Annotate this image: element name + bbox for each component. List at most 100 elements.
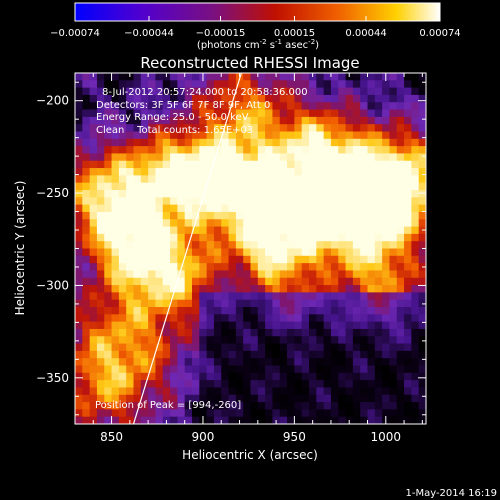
heatmap-cell [330,197,339,206]
heatmap-cell [316,211,325,220]
heatmap-cell [374,226,383,235]
heatmap-cell [330,80,339,89]
heatmap-cell [352,190,361,198]
heatmap-cell [418,80,426,89]
heatmap-cell [118,226,127,235]
heatmap-cell [104,233,113,242]
heatmap-cell [148,102,157,111]
heatmap-cell [162,233,171,242]
heatmap-cell [345,182,354,191]
heatmap-cell [133,285,142,293]
heatmap-cell [418,109,426,118]
heatmap-cell [396,416,405,424]
heatmap-cell [411,336,420,345]
heatmap-cell [184,109,193,118]
heatmap-cell [75,197,83,206]
heatmap-cell [389,416,398,424]
heatmap-cell [330,299,339,308]
heatmap-cell [301,116,310,125]
heatmap-cell [250,116,259,125]
heatmap-cell [228,116,237,125]
heatmap-cell [389,102,398,111]
heatmap-cell [323,190,332,198]
heatmap-cell [148,204,157,213]
heatmap-cell [330,226,339,235]
heatmap-cell [148,116,157,125]
heatmap-cell [118,328,127,337]
heatmap-cell [133,292,142,301]
heatmap-cell [272,219,281,228]
heatmap-cell [411,343,420,352]
heatmap-cell [272,233,281,242]
heatmap-cell [352,182,361,191]
heatmap-cell [352,146,361,155]
heatmap-cell [213,321,222,330]
heatmap-cell [330,138,339,147]
heatmap-cell [287,292,295,301]
heatmap-cell [360,380,369,389]
heatmap-cell [177,233,186,242]
heatmap-cell [316,394,325,403]
heatmap-cell [213,328,222,337]
heatmap-cell [221,299,230,308]
heatmap-cell [301,153,310,162]
heatmap-cell [257,87,266,96]
heatmap-cell [140,146,149,155]
heatmap-cell [345,138,354,147]
heatmap-cell [360,226,369,235]
heatmap-cell [250,248,259,257]
heatmap-cell [162,343,171,352]
heatmap-cell [338,314,347,323]
heatmap-cell [418,402,426,410]
heatmap-cell [206,211,215,220]
heatmap-cell [330,277,339,286]
heatmap-cell [155,226,164,235]
heatmap-cell [265,350,274,359]
heatmap-cell [360,314,369,323]
heatmap-cell [177,175,186,184]
heatmap-cell [184,350,193,359]
heatmap-cell [96,124,105,133]
heatmap-cell [279,336,288,345]
heatmap-cell [155,102,164,111]
heatmap-cell [272,372,281,381]
heatmap-cell [418,219,426,228]
heatmap-cell [155,321,164,330]
heatmap-cell [272,116,281,125]
heatmap-cell [177,372,186,381]
heatmap-cell [82,153,91,162]
heatmap-cell [389,277,398,286]
heatmap-cell [243,73,252,81]
heatmap-cell [118,416,127,424]
heatmap-cell [118,241,127,250]
heatmap-cell [389,328,398,337]
heatmap-cell [338,343,347,352]
heatmap-cell [199,182,208,191]
heatmap-cell [382,211,391,220]
heatmap-cell [389,336,398,345]
heatmap-cell [265,131,274,140]
heatmap-cell [287,409,295,418]
heatmap-cell [140,153,149,162]
heatmap-cell [104,190,113,198]
heatmap-cell [155,285,164,293]
heatmap-cell [82,233,91,242]
heatmap-cell [213,87,222,96]
heatmap-cell [170,175,178,184]
heatmap-cell [396,328,405,337]
heatmap-cell [184,372,193,381]
heatmap-cell [367,350,376,359]
heatmap-cell [96,109,105,118]
heatmap-cell [82,292,91,301]
heatmap-cell [235,299,244,308]
heatmap-cell [360,80,369,89]
y-tick-label: −250 [36,186,69,200]
heatmap-cell [111,146,120,155]
heatmap-cell [228,219,237,228]
heatmap-cell [287,285,295,293]
heatmap-cell [338,285,347,293]
heatmap-cell [323,204,332,213]
heatmap-cell [148,343,157,352]
heatmap-cell [250,299,259,308]
heatmap-cell [162,409,171,418]
